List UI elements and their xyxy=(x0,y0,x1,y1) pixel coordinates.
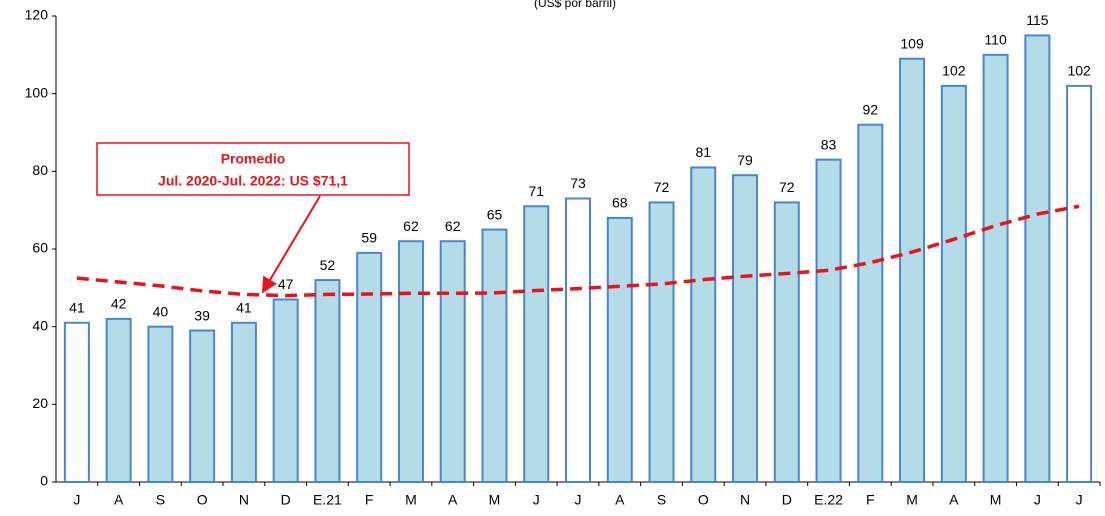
bar xyxy=(439,240,466,483)
x-tick-label: O xyxy=(197,492,208,508)
bar xyxy=(63,321,90,483)
bar xyxy=(272,298,299,483)
x-tick-label: J xyxy=(533,492,540,508)
x-tick-label: E.21 xyxy=(313,492,342,508)
bar xyxy=(773,201,800,483)
x-tick-label: A xyxy=(448,492,458,508)
x-tick-label: M xyxy=(489,492,501,508)
x-tick-label: A xyxy=(615,492,625,508)
x-tick-label: O xyxy=(698,492,709,508)
data-label: 39 xyxy=(194,307,210,323)
bar xyxy=(230,321,257,483)
x-tick-label: M xyxy=(405,492,417,508)
x-tick-label: F xyxy=(866,492,875,508)
x-tick-label: M xyxy=(906,492,918,508)
data-label: 81 xyxy=(695,144,711,160)
annotation-box xyxy=(96,142,410,196)
x-tick-label: D xyxy=(281,492,291,508)
y-tick-label: 20 xyxy=(32,395,48,411)
y-tick-label: 0 xyxy=(40,473,48,489)
x-tick-label: E.22 xyxy=(814,492,843,508)
bar xyxy=(523,205,550,484)
bar xyxy=(481,228,508,483)
chart-subtitle: (US$ por barril) xyxy=(534,0,616,10)
data-label: 79 xyxy=(737,152,753,168)
bar xyxy=(815,158,842,484)
bar xyxy=(732,174,759,483)
y-tick-label: 120 xyxy=(25,7,49,23)
data-label: 83 xyxy=(821,136,837,152)
x-tick-label: J xyxy=(73,492,80,508)
bar xyxy=(397,240,424,483)
data-label: 71 xyxy=(528,183,544,199)
y-tick-label: 40 xyxy=(32,317,48,333)
data-label: 40 xyxy=(153,303,169,319)
annotation: Jul. 2020-Jul. 2022: US $71,1 xyxy=(158,173,348,189)
data-label: 41 xyxy=(236,299,252,315)
data-label: 65 xyxy=(487,206,503,222)
bar xyxy=(314,279,341,484)
bar xyxy=(857,123,884,483)
x-tick-label: S xyxy=(156,492,165,508)
average-line xyxy=(76,204,1080,298)
data-label: 47 xyxy=(278,276,294,292)
bar xyxy=(356,251,383,483)
data-label: 102 xyxy=(1067,63,1091,79)
x-tick-label: J xyxy=(575,492,582,508)
bar xyxy=(982,53,1009,483)
x-tick-label: J xyxy=(1034,492,1041,508)
bar xyxy=(105,317,132,483)
x-tick-label: N xyxy=(740,492,750,508)
data-label: 72 xyxy=(654,179,670,195)
data-label: 92 xyxy=(863,101,879,117)
bar xyxy=(1066,84,1093,484)
bar xyxy=(606,216,633,484)
bar xyxy=(899,57,926,483)
bar xyxy=(690,166,717,483)
bar xyxy=(648,201,675,483)
bar xyxy=(189,329,216,483)
y-tick-label: 60 xyxy=(32,240,48,256)
data-label: 62 xyxy=(445,218,461,234)
data-label: 109 xyxy=(900,35,924,51)
x-tick-label: A xyxy=(114,492,124,508)
x-tick-label: M xyxy=(990,492,1002,508)
data-label: 41 xyxy=(69,299,85,315)
data-label: 115 xyxy=(1026,12,1049,28)
bar xyxy=(1024,34,1051,484)
data-label: 59 xyxy=(361,230,377,246)
annotation: Promedio xyxy=(221,151,286,167)
annotation-arrow xyxy=(261,195,321,294)
data-label: 73 xyxy=(570,175,586,191)
x-tick-label: S xyxy=(657,492,666,508)
data-label: 102 xyxy=(942,63,966,79)
x-tick-label: D xyxy=(782,492,792,508)
x-tick-label: F xyxy=(365,492,374,508)
x-tick-label: N xyxy=(239,492,249,508)
data-label: 42 xyxy=(111,296,127,312)
bar xyxy=(565,197,591,483)
x-tick-label: A xyxy=(949,492,959,508)
data-label: 110 xyxy=(984,32,1007,48)
data-label: 52 xyxy=(320,257,336,273)
y-tick-label: 100 xyxy=(25,84,49,100)
x-tick-label: J xyxy=(1076,492,1083,508)
data-label: 62 xyxy=(403,218,419,234)
data-label: 72 xyxy=(779,179,795,195)
bar xyxy=(147,325,174,483)
y-tick-label: 80 xyxy=(32,162,48,178)
bar xyxy=(940,84,967,484)
data-label: 68 xyxy=(612,195,628,211)
